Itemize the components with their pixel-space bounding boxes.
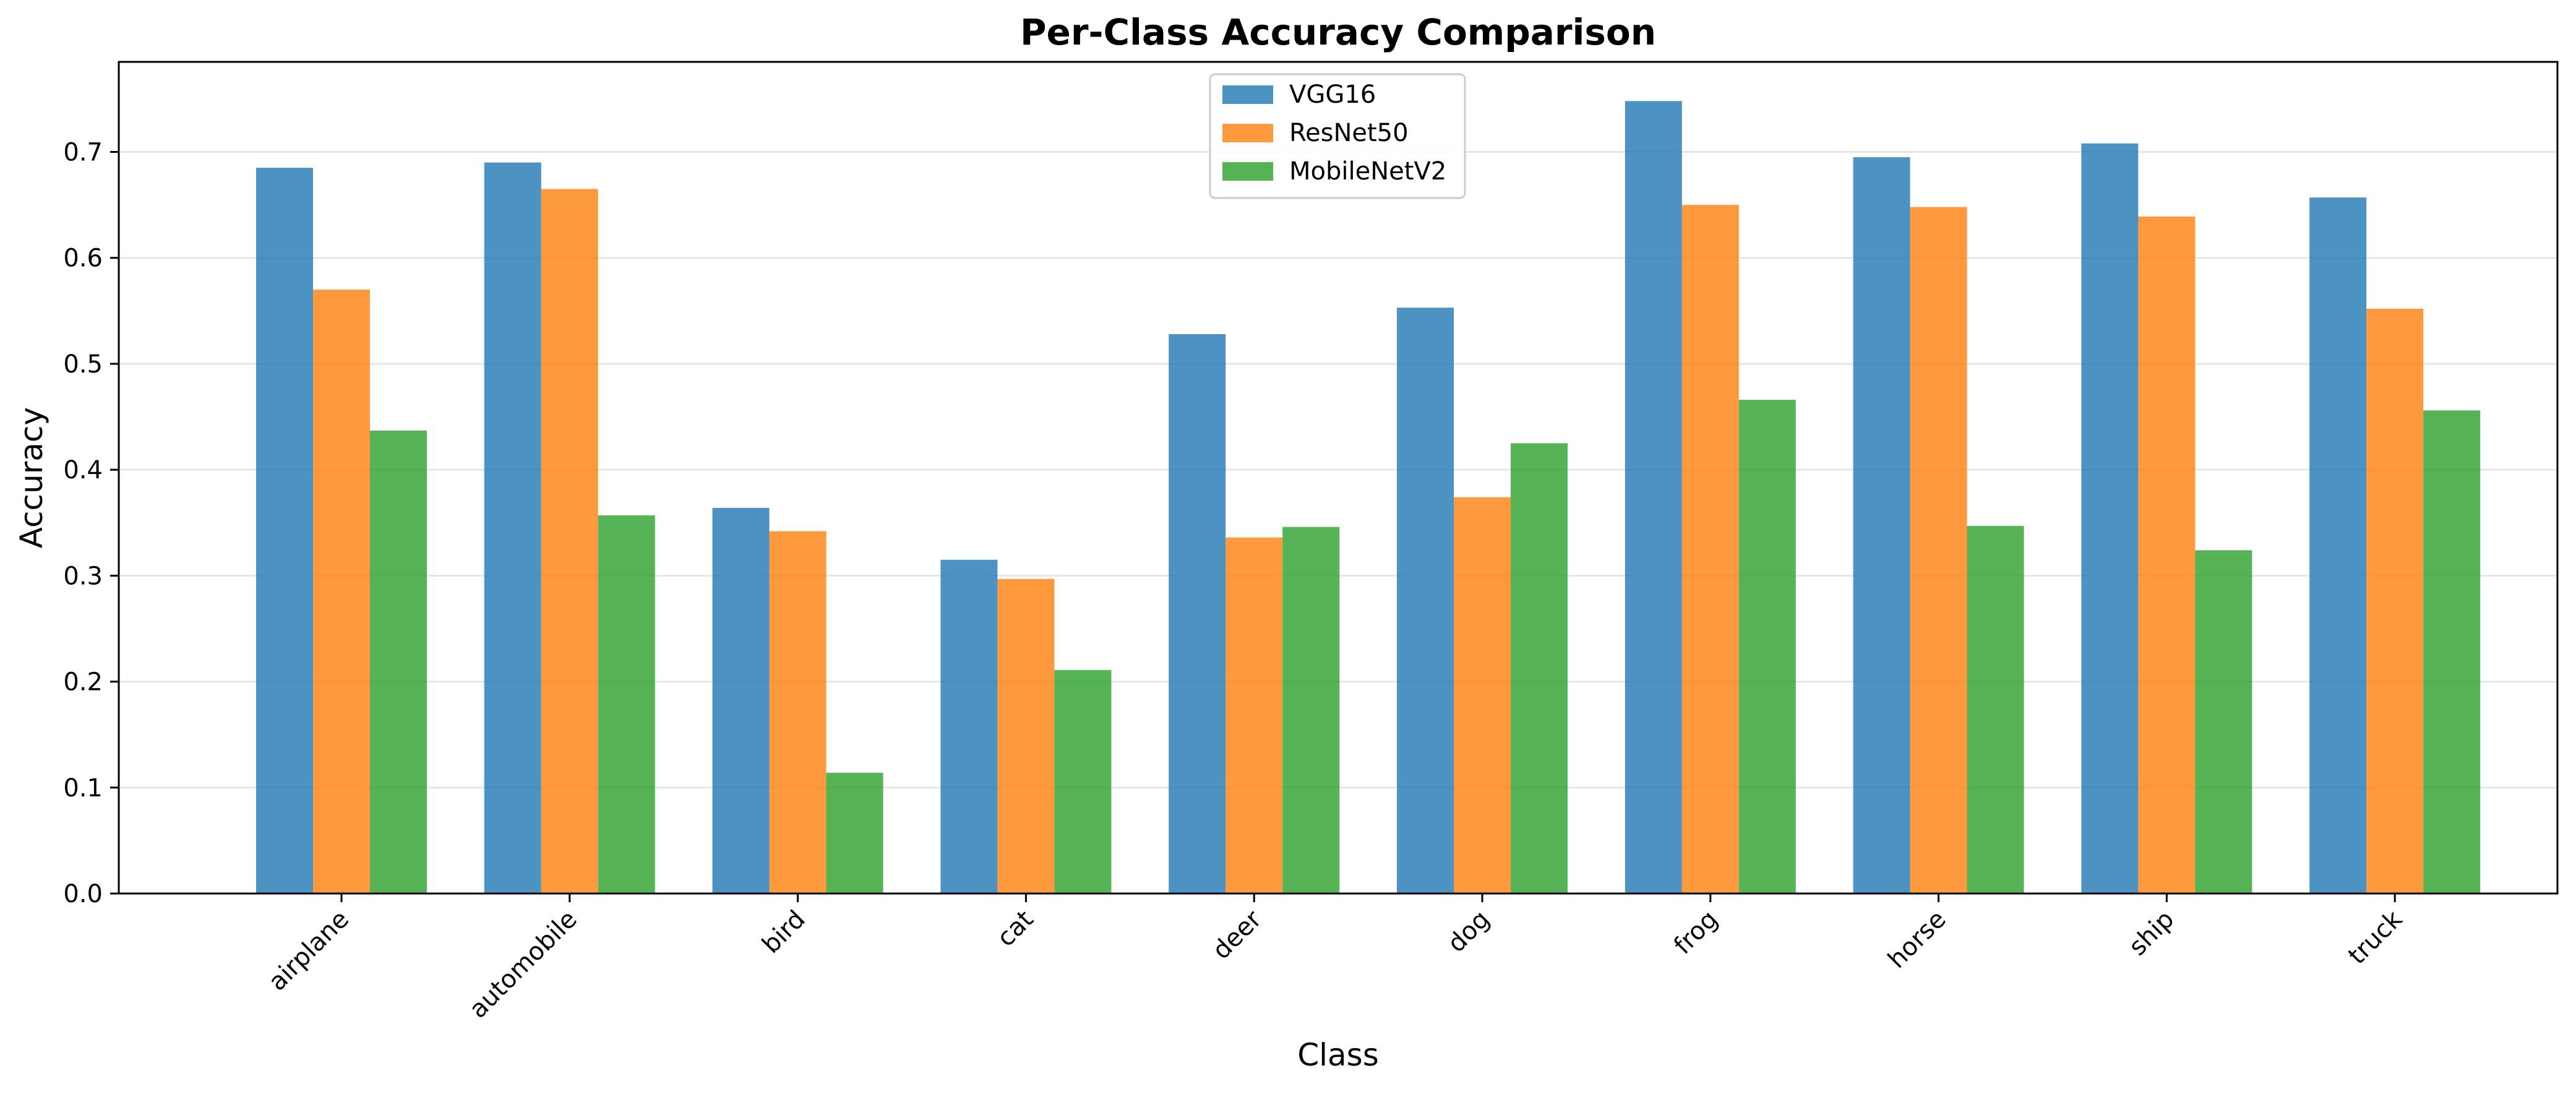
bar-resnet50-airplane [313, 290, 370, 894]
y-tick-label: 0.5 [63, 350, 103, 379]
bar-mobilenetv2-truck [2423, 410, 2481, 894]
bar-resnet50-frog [1681, 205, 1739, 894]
bar-resnet50-ship [2138, 216, 2196, 894]
bar-resnet50-automobile [541, 189, 598, 894]
y-tick-label: 0.7 [63, 139, 103, 167]
bar-resnet50-horse [1910, 207, 1967, 894]
bar-mobilenetv2-dog [1511, 443, 1568, 894]
bar-vgg16-bird [712, 507, 770, 894]
legend-label-resnet50: ResNet50 [1289, 119, 1409, 147]
plot-frame [118, 61, 2559, 895]
bar-vgg16-truck [2309, 197, 2367, 894]
bar-vgg16-frog [1625, 101, 1682, 894]
bar-resnet50-deer [1226, 537, 1283, 894]
legend: VGG16 ResNet50 MobileNetV2 [1209, 73, 1466, 199]
y-tick-label: 0.2 [63, 668, 103, 697]
bar-resnet50-dog [1454, 497, 1511, 894]
bar-mobilenetv2-deer [1282, 527, 1340, 894]
bar-vgg16-horse [1853, 157, 1910, 894]
bar-mobilenetv2-cat [1054, 670, 1112, 894]
bar-mobilenetv2-ship [2195, 550, 2252, 894]
legend-swatch-mobilenetv2 [1222, 162, 1273, 181]
bar-vgg16-automobile [484, 162, 541, 894]
bar-mobilenetv2-automobile [598, 515, 655, 894]
legend-box [1209, 73, 1466, 199]
bar-vgg16-cat [940, 559, 998, 894]
bar-resnet50-cat [997, 579, 1055, 894]
y-tick-label: 0.4 [63, 456, 103, 485]
bar-mobilenetv2-frog [1738, 400, 1796, 894]
legend-label-vgg16: VGG16 [1289, 80, 1376, 109]
y-tick-label: 0.1 [63, 774, 103, 803]
legend-label-mobilenetv2: MobileNetV2 [1289, 157, 1446, 186]
bar-vgg16-deer [1169, 334, 1226, 894]
bar-vgg16-dog [1397, 308, 1454, 894]
y-tick-label: 0.6 [63, 244, 103, 273]
chart-title: Per-Class Accuracy Comparison [1020, 11, 1656, 53]
bar-resnet50-bird [769, 531, 826, 894]
bar-mobilenetv2-airplane [370, 430, 427, 894]
legend-swatch-vgg16 [1222, 85, 1273, 104]
bar-vgg16-ship [2081, 143, 2139, 894]
x-axis-label: Class [1297, 1037, 1379, 1073]
bar-mobilenetv2-bird [826, 772, 883, 894]
bar-resnet50-truck [2366, 308, 2424, 894]
bar-vgg16-airplane [256, 168, 313, 894]
y-tick-label: 0.3 [63, 562, 103, 590]
y-axis-label: Accuracy [14, 407, 49, 548]
bar-mobilenetv2-horse [1967, 525, 2024, 894]
legend-swatch-resnet50 [1222, 124, 1273, 142]
y-tick-label: 0.0 [63, 880, 103, 908]
